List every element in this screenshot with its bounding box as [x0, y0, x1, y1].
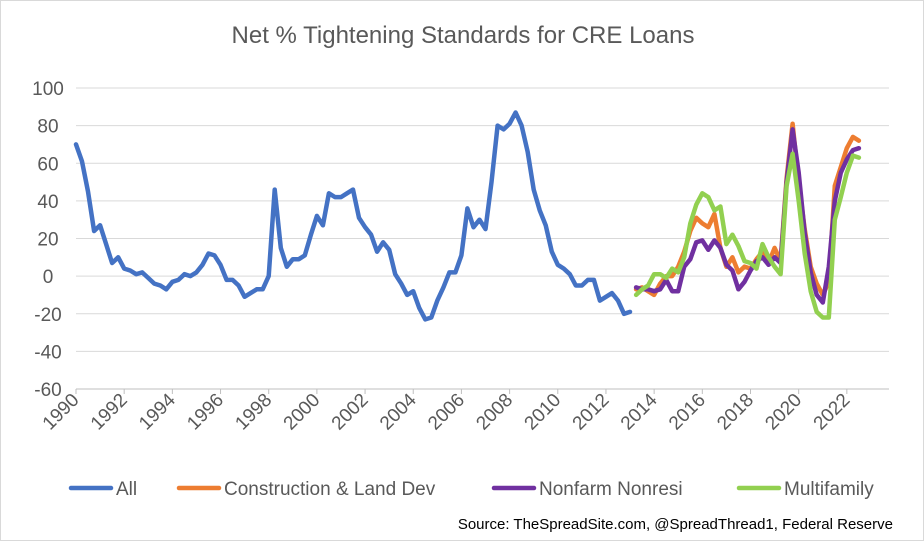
- series-line-nonfarm-nonresi: [633, 127, 862, 305]
- series-line-construction-land-dev: [633, 121, 862, 298]
- x-tick-label: 2014: [617, 389, 662, 434]
- y-tick-label: 80: [37, 117, 58, 138]
- y-tick-label: -20: [34, 305, 61, 326]
- x-tick-label: 2016: [665, 390, 710, 435]
- x-tick-label: 2020: [761, 390, 806, 435]
- legend: All Construction & Land Dev Nonfarm Nonres…: [68, 479, 874, 500]
- gridlines: [76, 87, 889, 390]
- legend-label-multifamily: Multifamily: [784, 479, 874, 500]
- x-tick-label: 2008: [472, 390, 517, 435]
- x-tick-label: 2004: [376, 389, 421, 434]
- x-tick-label: 2000: [280, 390, 325, 435]
- chart-title: Net % Tightening Standards for CRE Loans: [232, 22, 695, 49]
- series-lines: [73, 110, 862, 322]
- legend-label-construction-land-dev: Construction & Land Dev: [224, 479, 436, 500]
- x-tick-label: 1996: [183, 390, 228, 435]
- x-tick-label: 2012: [569, 390, 614, 435]
- x-tick-label: 1994: [135, 389, 180, 434]
- x-tick-label: 2002: [328, 390, 373, 435]
- x-tick-label: 2018: [713, 390, 758, 435]
- x-tick-label: 2006: [424, 390, 469, 435]
- series-line-all: [73, 110, 633, 322]
- x-tick-label: 1998: [232, 390, 277, 435]
- y-tick-label: 40: [37, 192, 58, 213]
- x-tick-label: 2022: [810, 390, 855, 435]
- series-line-multifamily: [633, 151, 862, 320]
- x-tick-label: 1992: [87, 390, 132, 435]
- legend-label-all: All: [116, 479, 137, 500]
- source-note: Source: TheSpreadSite.com, @SpreadThread…: [458, 516, 893, 533]
- y-tick-label: -40: [34, 342, 61, 363]
- x-tick-label: 2010: [521, 390, 566, 435]
- y-tick-label: 100: [32, 79, 64, 100]
- y-tick-label: 0: [43, 267, 54, 288]
- y-tick-label: -60: [34, 380, 61, 401]
- legend-label-nonfarm-nonresi: Nonfarm Nonresi: [539, 479, 683, 500]
- y-tick-label: 20: [37, 230, 58, 251]
- y-tick-label: 60: [37, 154, 58, 175]
